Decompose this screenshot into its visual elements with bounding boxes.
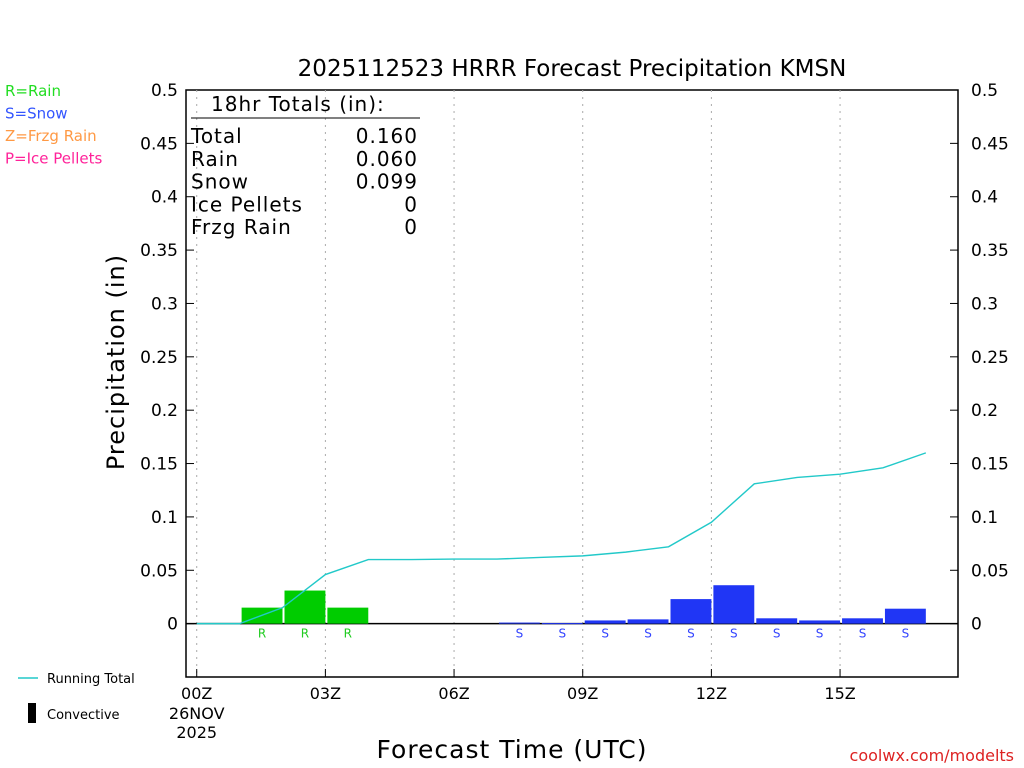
y-tick-label-right: 0.45 — [971, 134, 1009, 154]
ptype-mark: R — [344, 627, 352, 641]
totals-value: 0.060 — [356, 147, 418, 171]
totals-label: Snow — [191, 170, 249, 194]
ptype-legend-item: P=Ice Pellets — [5, 150, 102, 168]
x-tick-sublabel-date: 26NOV — [169, 704, 225, 723]
ptype-mark: S — [601, 627, 609, 641]
ptype-mark: S — [687, 627, 695, 641]
plot-frame — [185, 89, 959, 678]
ptype-legend-item: Z=Frzg Rain — [5, 127, 97, 145]
ptype-legend: R=Rain S=Snow Z=Frzg Rain P=Ice Pellets — [5, 82, 102, 168]
convective-legend-label: Convective — [47, 708, 120, 723]
y-axis-left: 0 0.05 0.1 0.15 0.2 0.25 0.3 0.35 0.4 0.45 0.5 — [140, 81, 194, 635]
totals-label: Ice Pellets — [191, 192, 303, 216]
running-total-legend-label: Running Total — [47, 672, 135, 687]
running-total-polyline — [196, 452, 927, 625]
totals-header: 18hr Totals (in): — [211, 92, 385, 116]
totals-value: 0.099 — [356, 170, 418, 194]
totals-box: 18hr Totals (in): Total 0.160 Rain 0.060 Sno… — [190, 92, 420, 239]
ptype-mark: S — [773, 627, 781, 641]
y-tick-label-right: 0 — [971, 615, 982, 635]
y-axis-title: Precipitation (in) — [102, 254, 130, 470]
precip-bar — [756, 618, 798, 624]
totals-rows: Total 0.160 Rain 0.060 Snow 0.099 Ice Pellets 0… — [190, 124, 418, 239]
y-axis-right: 0 0.05 0.1 0.15 0.2 0.25 0.3 0.35 0.4 0.45 0.5 — [950, 81, 1009, 635]
ptype-mark: S — [859, 627, 867, 641]
x-tick-label: 15Z — [824, 684, 855, 703]
y-tick-label-left: 0.2 — [151, 401, 178, 421]
y-tick-label-right: 0.4 — [971, 188, 998, 208]
precip-bar — [284, 590, 326, 624]
precip-bar — [842, 618, 883, 624]
ptype-mark: S — [902, 627, 910, 641]
y-tick-label-left: 0.25 — [140, 348, 178, 368]
bars — [186, 585, 958, 625]
precip-bar — [627, 619, 669, 624]
totals-label: Rain — [191, 147, 239, 171]
ptype-mark: S — [644, 627, 652, 641]
x-tick-label: 00Z — [181, 684, 212, 703]
precip-bar — [584, 620, 626, 624]
precip-bar — [541, 623, 583, 625]
y-tick-label-right: 0.05 — [971, 561, 1009, 581]
y-tick-label-left: 0.45 — [140, 134, 178, 154]
x-axis-title: Forecast Time (UTC) — [377, 735, 648, 764]
precip-bar — [327, 607, 369, 624]
totals-value: 0 — [404, 192, 418, 216]
y-tick-label-left: 0 — [167, 615, 178, 635]
y-tick-label-right: 0.35 — [971, 241, 1009, 261]
y-tick-label-right: 0.25 — [971, 348, 1009, 368]
y-tick-label-right: 0.1 — [971, 508, 998, 528]
ptype-mark: R — [258, 627, 266, 641]
totals-label: Frzg Rain — [191, 215, 292, 239]
x-tick-label: 09Z — [567, 684, 598, 703]
ptype-mark: S — [558, 627, 566, 641]
precip-bar — [884, 608, 926, 624]
ptype-legend-item: R=Rain — [5, 82, 61, 100]
credit-link[interactable]: coolwx.com/modelts — [850, 746, 1014, 765]
ptype-legend-item: S=Snow — [5, 105, 68, 123]
chart-title: 2025112523 HRRR Forecast Precipitation K… — [298, 56, 847, 82]
y-tick-label-left: 0.05 — [140, 561, 178, 581]
y-tick-label-left: 0.4 — [151, 188, 178, 208]
x-tick-sublabel-year: 2025 — [176, 723, 217, 742]
y-tick-label-left: 0.5 — [151, 81, 178, 101]
y-tick-label-right: 0.2 — [971, 401, 998, 421]
convective-legend-swatch — [28, 703, 36, 723]
y-tick-label-left: 0.1 — [151, 508, 178, 528]
running-total-line — [196, 452, 927, 625]
x-tick-label: 03Z — [310, 684, 341, 703]
precip-bar — [498, 622, 540, 624]
precip-bar — [670, 599, 712, 624]
totals-label: Total — [190, 124, 243, 148]
ptype-mark: S — [516, 627, 524, 641]
ptype-mark: S — [730, 627, 738, 641]
y-tick-label-right: 0.15 — [971, 455, 1009, 475]
y-tick-label-left: 0.3 — [151, 294, 178, 314]
x-tick-label: 12Z — [696, 684, 727, 703]
y-tick-label-right: 0.3 — [971, 294, 998, 314]
y-tick-label-left: 0.15 — [140, 455, 178, 475]
y-tick-label-left: 0.35 — [140, 241, 178, 261]
x-tick-label: 06Z — [438, 684, 469, 703]
y-tick-label-right: 0.5 — [971, 81, 998, 101]
totals-value: 0 — [404, 215, 418, 239]
ptype-mark: R — [301, 627, 309, 641]
precip-bar — [799, 620, 841, 624]
ptype-mark: S — [816, 627, 824, 641]
precip-bar — [713, 585, 755, 624]
totals-value: 0.160 — [356, 124, 418, 148]
